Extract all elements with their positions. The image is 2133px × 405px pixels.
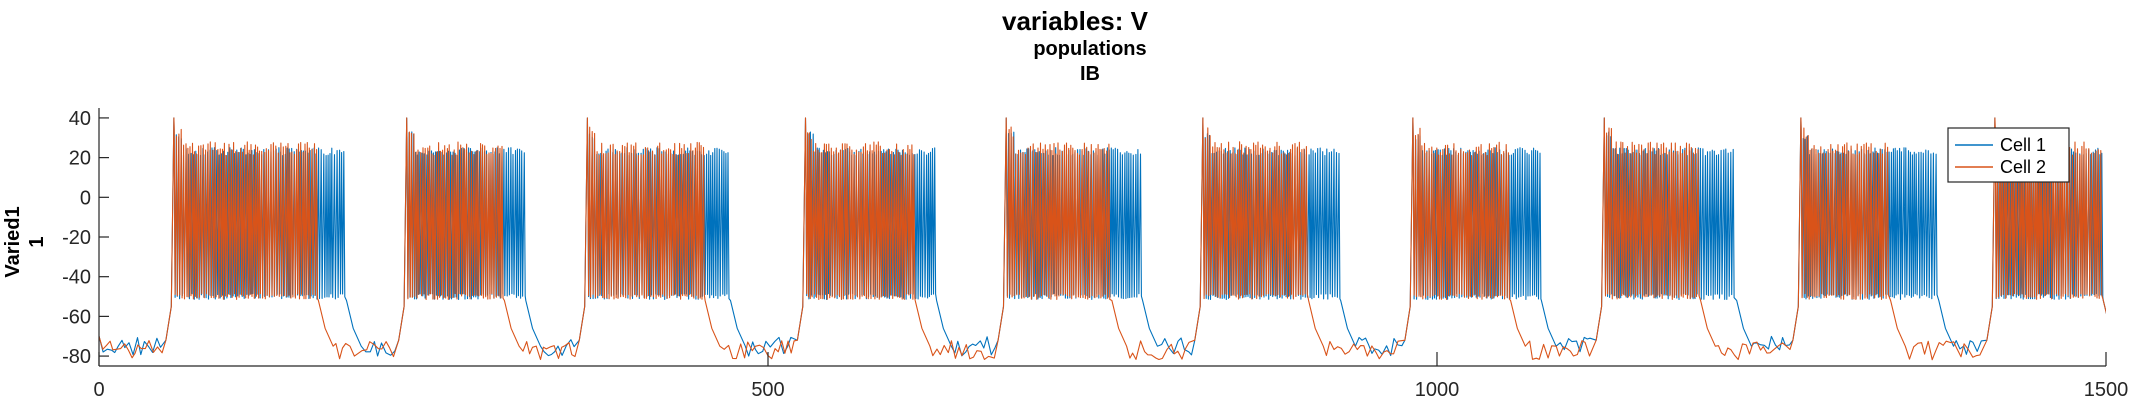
legend: Cell 1 Cell 2 [1947, 127, 2070, 183]
y-tick-label: -80 [62, 346, 91, 368]
series-line-2 [99, 117, 2106, 361]
y-axis-label-line-2: 1 [26, 236, 48, 247]
x-tick-label: 500 [751, 379, 784, 400]
legend-label-cell-1: Cell 1 [2000, 135, 2046, 155]
plot-traces [99, 117, 2106, 361]
y-axis-label: Varied1 1 [2, 206, 48, 277]
chart-subtitle-line-2: IB [1080, 63, 1100, 85]
legend-label-cell-2: Cell 2 [2000, 157, 2046, 177]
y-tick-label: 40 [69, 108, 91, 130]
y-tick-label: 0 [80, 187, 91, 209]
y-axis-label-line-1: Varied1 [2, 206, 24, 277]
x-tick-label: 1500 [2084, 379, 2129, 400]
y-tick-label: 20 [69, 148, 91, 170]
chart-subtitle-line-1: populations [1033, 38, 1146, 60]
chart-title: variables: V [1002, 6, 1149, 36]
y-tick-label: -60 [62, 306, 91, 328]
y-tick-label: -40 [62, 267, 91, 289]
x-tick-label: 1000 [1415, 379, 1460, 400]
x-tick-label: 0 [93, 379, 104, 400]
y-tick-label: -20 [62, 227, 91, 249]
legend-box [1947, 127, 2070, 183]
